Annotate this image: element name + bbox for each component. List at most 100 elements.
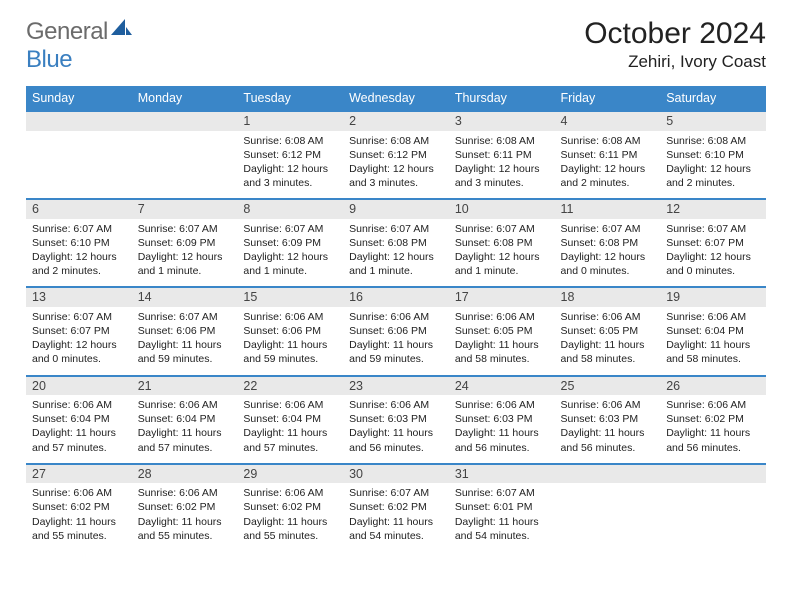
- logo-line2: Blue: [26, 46, 72, 73]
- day-number: 6: [26, 200, 132, 219]
- day-number: 2: [343, 112, 449, 131]
- day-number: [26, 112, 132, 118]
- day-number-row: 2728293031: [26, 464, 766, 484]
- day-number: 5: [660, 112, 766, 131]
- day-number-row: 12345: [26, 111, 766, 131]
- day-cell: [555, 483, 661, 548]
- day-number: 10: [449, 200, 555, 219]
- day-cell: Sunrise: 6:07 AMSunset: 6:07 PMDaylight:…: [26, 307, 132, 375]
- day-number: 18: [555, 288, 661, 307]
- day-number: 26: [660, 377, 766, 396]
- day-cell: [26, 131, 132, 196]
- day-cell: Sunrise: 6:06 AMSunset: 6:04 PMDaylight:…: [132, 395, 238, 463]
- day-header: Monday: [132, 86, 238, 111]
- day-cell: Sunrise: 6:07 AMSunset: 6:09 PMDaylight:…: [132, 219, 238, 287]
- day-cell: Sunrise: 6:07 AMSunset: 6:10 PMDaylight:…: [26, 219, 132, 287]
- day-cell: Sunrise: 6:08 AMSunset: 6:11 PMDaylight:…: [449, 131, 555, 199]
- sail-icon: [111, 15, 133, 43]
- day-number: 8: [237, 200, 343, 219]
- calendar-page: General Blue October 2024 Zehiri, Ivory …: [0, 0, 792, 612]
- location: Zehiri, Ivory Coast: [584, 52, 766, 72]
- day-cell: Sunrise: 6:06 AMSunset: 6:05 PMDaylight:…: [449, 307, 555, 375]
- day-number: 7: [132, 200, 238, 219]
- day-number-row: 13141516171819: [26, 287, 766, 307]
- day-number: 3: [449, 112, 555, 131]
- day-header: Thursday: [449, 86, 555, 111]
- day-number: 24: [449, 377, 555, 396]
- day-number-row: 20212223242526: [26, 376, 766, 396]
- day-number: 21: [132, 377, 238, 396]
- title-block: October 2024 Zehiri, Ivory Coast: [584, 18, 766, 72]
- day-cell: Sunrise: 6:07 AMSunset: 6:06 PMDaylight:…: [132, 307, 238, 375]
- day-number: 9: [343, 200, 449, 219]
- header: General Blue October 2024 Zehiri, Ivory …: [26, 18, 766, 74]
- day-number: 30: [343, 465, 449, 484]
- day-body-row: Sunrise: 6:06 AMSunset: 6:02 PMDaylight:…: [26, 483, 766, 551]
- day-cell: Sunrise: 6:08 AMSunset: 6:11 PMDaylight:…: [555, 131, 661, 199]
- day-cell: Sunrise: 6:06 AMSunset: 6:02 PMDaylight:…: [237, 483, 343, 551]
- day-cell: Sunrise: 6:07 AMSunset: 6:08 PMDaylight:…: [555, 219, 661, 287]
- day-cell: Sunrise: 6:08 AMSunset: 6:10 PMDaylight:…: [660, 131, 766, 199]
- day-number: 14: [132, 288, 238, 307]
- day-number: 31: [449, 465, 555, 484]
- month-title: October 2024: [584, 18, 766, 50]
- day-header: Sunday: [26, 86, 132, 111]
- day-number: 15: [237, 288, 343, 307]
- day-cell: Sunrise: 6:06 AMSunset: 6:06 PMDaylight:…: [237, 307, 343, 375]
- day-body-row: Sunrise: 6:08 AMSunset: 6:12 PMDaylight:…: [26, 131, 766, 200]
- day-cell: Sunrise: 6:07 AMSunset: 6:02 PMDaylight:…: [343, 483, 449, 551]
- day-cell: Sunrise: 6:07 AMSunset: 6:08 PMDaylight:…: [343, 219, 449, 287]
- day-header: Saturday: [660, 86, 766, 111]
- day-number: 16: [343, 288, 449, 307]
- day-number: 1: [237, 112, 343, 131]
- day-number: [555, 465, 661, 471]
- calendar-table: SundayMondayTuesdayWednesdayThursdayFrid…: [26, 86, 766, 551]
- day-cell: Sunrise: 6:06 AMSunset: 6:02 PMDaylight:…: [26, 483, 132, 551]
- day-number: 13: [26, 288, 132, 307]
- day-cell: Sunrise: 6:06 AMSunset: 6:03 PMDaylight:…: [449, 395, 555, 463]
- day-cell: Sunrise: 6:06 AMSunset: 6:02 PMDaylight:…: [660, 395, 766, 463]
- day-number-row: 6789101112: [26, 199, 766, 219]
- day-number: 19: [660, 288, 766, 307]
- day-header: Wednesday: [343, 86, 449, 111]
- day-header: Tuesday: [237, 86, 343, 111]
- day-number: 12: [660, 200, 766, 219]
- day-cell: Sunrise: 6:06 AMSunset: 6:04 PMDaylight:…: [26, 395, 132, 463]
- day-number: [132, 112, 238, 118]
- day-number: 29: [237, 465, 343, 484]
- day-body-row: Sunrise: 6:07 AMSunset: 6:07 PMDaylight:…: [26, 307, 766, 376]
- logo-line1: General: [26, 18, 108, 45]
- day-cell: Sunrise: 6:06 AMSunset: 6:03 PMDaylight:…: [343, 395, 449, 463]
- day-body-row: Sunrise: 6:06 AMSunset: 6:04 PMDaylight:…: [26, 395, 766, 464]
- day-cell: Sunrise: 6:06 AMSunset: 6:03 PMDaylight:…: [555, 395, 661, 463]
- day-cell: [660, 483, 766, 548]
- day-number: 23: [343, 377, 449, 396]
- logo-text: General Blue: [26, 18, 133, 74]
- day-cell: Sunrise: 6:06 AMSunset: 6:06 PMDaylight:…: [343, 307, 449, 375]
- day-number: 27: [26, 465, 132, 484]
- day-number: 11: [555, 200, 661, 219]
- day-number: [660, 465, 766, 471]
- day-cell: Sunrise: 6:06 AMSunset: 6:05 PMDaylight:…: [555, 307, 661, 375]
- day-cell: Sunrise: 6:06 AMSunset: 6:02 PMDaylight:…: [132, 483, 238, 551]
- calendar-header-row: SundayMondayTuesdayWednesdayThursdayFrid…: [26, 86, 766, 111]
- day-number: 22: [237, 377, 343, 396]
- day-cell: Sunrise: 6:08 AMSunset: 6:12 PMDaylight:…: [237, 131, 343, 199]
- day-cell: Sunrise: 6:06 AMSunset: 6:04 PMDaylight:…: [660, 307, 766, 375]
- day-cell: [132, 131, 238, 196]
- day-cell: Sunrise: 6:07 AMSunset: 6:09 PMDaylight:…: [237, 219, 343, 287]
- day-cell: Sunrise: 6:06 AMSunset: 6:04 PMDaylight:…: [237, 395, 343, 463]
- day-cell: Sunrise: 6:08 AMSunset: 6:12 PMDaylight:…: [343, 131, 449, 199]
- logo: General Blue: [26, 18, 133, 74]
- day-cell: Sunrise: 6:07 AMSunset: 6:01 PMDaylight:…: [449, 483, 555, 551]
- day-cell: Sunrise: 6:07 AMSunset: 6:07 PMDaylight:…: [660, 219, 766, 287]
- day-number: 25: [555, 377, 661, 396]
- day-header: Friday: [555, 86, 661, 111]
- day-number: 20: [26, 377, 132, 396]
- day-cell: Sunrise: 6:07 AMSunset: 6:08 PMDaylight:…: [449, 219, 555, 287]
- day-number: 4: [555, 112, 661, 131]
- calendar-body: 12345Sunrise: 6:08 AMSunset: 6:12 PMDayl…: [26, 111, 766, 551]
- day-body-row: Sunrise: 6:07 AMSunset: 6:10 PMDaylight:…: [26, 219, 766, 288]
- day-number: 28: [132, 465, 238, 484]
- day-number: 17: [449, 288, 555, 307]
